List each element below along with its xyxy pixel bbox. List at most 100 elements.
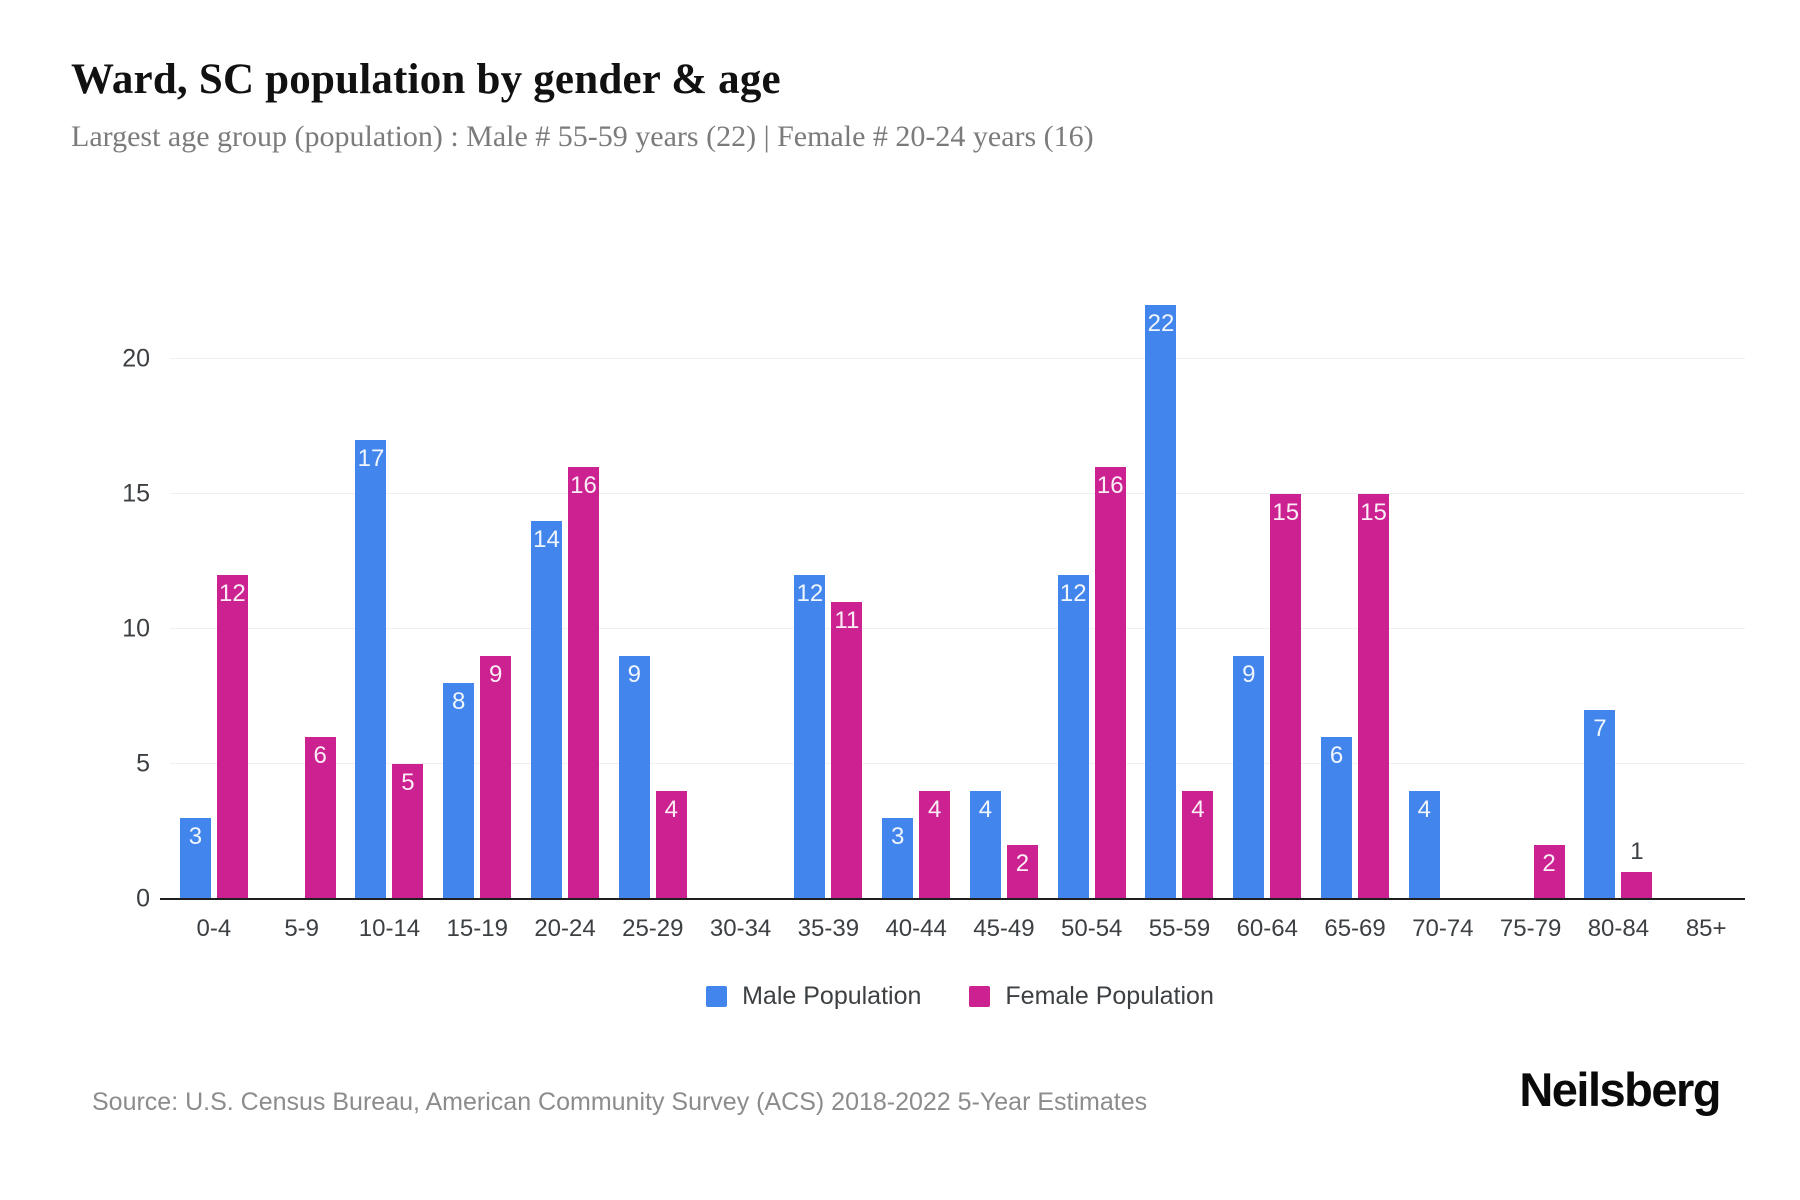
bar-male-35-39[interactable]: 12 — [794, 575, 826, 899]
age-group-25-29: 9 4 25-29 — [609, 239, 697, 942]
age-group-45-49: 4 2 45-49 — [960, 239, 1048, 942]
bar-value-label: 11 — [834, 607, 860, 634]
bar-female-0-4[interactable]: 12 — [216, 575, 248, 899]
chart-title: Ward, SC population by gender & age — [71, 56, 781, 103]
bar-male-50-54[interactable]: 12 — [1057, 575, 1089, 899]
age-group-5-9: 6 5-9 — [258, 239, 346, 942]
y-tick-label-20: 20 — [122, 344, 150, 373]
bar-female-50-54[interactable]: 16 — [1094, 467, 1126, 899]
bar-groups: 3 12 0-4 6 5-9 17 5 10-14 8 9 15-19 14 16 20-24 9 4 25-2… — [170, 239, 1750, 942]
female-series-swatch-icon — [969, 986, 991, 1007]
age-group-0-4: 3 12 0-4 — [170, 239, 258, 942]
bar-value-label: 7 — [1593, 715, 1607, 742]
bar-female-45-49[interactable]: 2 — [1006, 845, 1038, 899]
bar-value-label: 1 — [1630, 838, 1644, 865]
bar-female-55-59[interactable]: 4 — [1182, 791, 1214, 899]
bar-value-label: 6 — [1329, 742, 1344, 769]
age-group-20-24: 14 16 20-24 — [521, 239, 609, 942]
x-tick-label-80-84: 80-84 — [1587, 915, 1650, 942]
age-group-35-39: 12 11 35-39 — [784, 239, 872, 942]
bar-value-label: 8 — [452, 688, 466, 715]
bar-value-label: 9 — [1242, 661, 1256, 688]
bar-value-label: 16 — [570, 472, 597, 499]
x-tick-label-0-4: 0-4 — [196, 915, 232, 942]
age-group-10-14: 17 5 10-14 — [346, 239, 434, 942]
legend: Male Population Female Population — [170, 982, 1750, 1011]
bar-value-label: 6 — [313, 742, 327, 769]
age-group-80-84: 7 1 80-84 — [1575, 239, 1663, 942]
x-tick-label-15-19: 15-19 — [446, 915, 508, 942]
bar-female-15-19[interactable]: 9 — [480, 656, 512, 899]
bar-value-label: 12 — [219, 580, 246, 607]
bar-male-55-59[interactable]: 22 — [1145, 305, 1177, 899]
bar-female-80-84[interactable]: 1 — [1621, 838, 1653, 899]
bar-value-label: 22 — [1147, 310, 1175, 337]
bar-female-5-9[interactable]: 6 — [304, 737, 336, 899]
legend-label-female: Female Population — [1005, 982, 1214, 1010]
x-axis-line — [160, 898, 1745, 900]
age-group-60-64: 9 15 60-64 — [1223, 239, 1311, 942]
legend-label-male: Male Population — [742, 982, 922, 1010]
source-text: Source: U.S. Census Bureau, American Com… — [92, 1088, 1148, 1116]
bar-value-label: 15 — [1272, 499, 1300, 526]
bar-male-20-24[interactable]: 14 — [531, 521, 563, 899]
bar-value-label: 4 — [1417, 796, 1432, 823]
plot-area: 0 5 10 15 20 3 12 0-4 6 5-9 17 5 10-14 8 9 15-19 14 16 20… — [122, 239, 1750, 942]
bar-male-80-84[interactable]: 7 — [1584, 710, 1616, 899]
y-tick-label-5: 5 — [136, 749, 150, 778]
bar-value-label: 5 — [401, 769, 415, 796]
bar-female-25-29[interactable]: 4 — [655, 791, 687, 899]
bar-female-60-64[interactable]: 15 — [1270, 494, 1302, 899]
x-tick-label-45-49: 45-49 — [973, 915, 1035, 942]
legend-item-male[interactable]: Male Population — [706, 982, 921, 1011]
bar-male-0-4[interactable]: 3 — [179, 818, 211, 899]
age-group-65-69: 6 15 65-69 — [1311, 239, 1399, 942]
x-tick-label-70-74: 70-74 — [1412, 915, 1474, 942]
age-group-55-59: 22 4 55-59 — [1136, 239, 1224, 942]
legend-item-female[interactable]: Female Population — [969, 982, 1214, 1011]
x-tick-label-5-9: 5-9 — [284, 915, 320, 942]
bar-value-label: 12 — [1059, 580, 1087, 607]
bar-male-65-69[interactable]: 6 — [1321, 737, 1353, 899]
bar-value-label: 2 — [1015, 850, 1030, 877]
bar-male-15-19[interactable]: 8 — [443, 683, 475, 899]
bar-value-label: 2 — [1542, 850, 1556, 877]
x-tick-label-20-24: 20-24 — [534, 915, 596, 942]
x-tick-label-75-79: 75-79 — [1499, 915, 1562, 942]
bar-value-label: 14 — [533, 526, 560, 553]
bar-female-75-79[interactable]: 2 — [1533, 845, 1565, 899]
x-tick-label-60-64: 60-64 — [1236, 915, 1298, 942]
age-group-70-74: 4 70-74 — [1399, 239, 1487, 942]
x-tick-label-85+: 85+ — [1685, 915, 1727, 942]
bar-female-65-69[interactable]: 15 — [1358, 494, 1390, 899]
bar-value-label: 9 — [489, 661, 503, 688]
y-tick-label-0: 0 — [136, 884, 150, 913]
bar-male-60-64[interactable]: 9 — [1233, 656, 1265, 899]
bar-female-20-24[interactable]: 16 — [568, 467, 600, 899]
bar-value-label: 4 — [664, 796, 678, 823]
age-group-30-34: 30-34 — [697, 239, 785, 942]
bar-value-label: 9 — [627, 661, 641, 688]
bar-male-70-74[interactable]: 4 — [1408, 791, 1440, 899]
age-group-15-19: 8 9 15-19 — [433, 239, 521, 942]
gridline-10 — [170, 628, 1745, 629]
bar-male-25-29[interactable]: 9 — [618, 656, 650, 899]
bar-male-45-49[interactable]: 4 — [969, 791, 1001, 899]
x-tick-label-30-34: 30-34 — [709, 915, 772, 942]
bar-value-label: 3 — [188, 823, 203, 850]
x-tick-label-35-39: 35-39 — [797, 915, 860, 942]
bar-male-40-44[interactable]: 3 — [882, 818, 914, 899]
bar-value-label: 3 — [890, 823, 905, 850]
bar-value-label: 16 — [1096, 472, 1124, 499]
age-group-40-44: 3 4 40-44 — [872, 239, 960, 942]
bar-female-40-44[interactable]: 4 — [919, 791, 951, 899]
bar-value-label: 15 — [1360, 499, 1387, 526]
brand-logo: Neilsberg — [1519, 1063, 1721, 1116]
age-group-50-54: 12 16 50-54 — [1048, 239, 1136, 942]
bar-value-label: 17 — [357, 445, 385, 472]
bar-male-10-14[interactable]: 17 — [355, 440, 387, 899]
bar-female-10-14[interactable]: 5 — [392, 764, 424, 899]
bar-female-35-39[interactable]: 11 — [831, 602, 863, 899]
y-tick-label-15: 15 — [122, 479, 150, 508]
